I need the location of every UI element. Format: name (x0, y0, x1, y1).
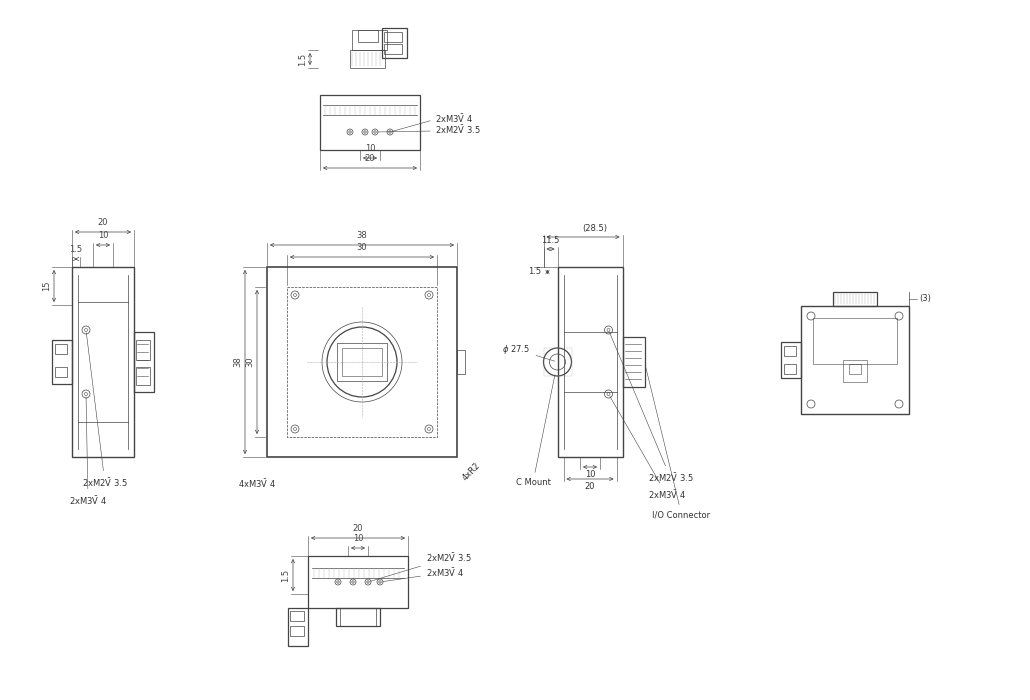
Text: 2xM3$\bar{\mathsf{V}}$ 4: 2xM3$\bar{\mathsf{V}}$ 4 (383, 566, 465, 582)
Text: 2xM2$\bar{\mathsf{V}}$ 3.5: 2xM2$\bar{\mathsf{V}}$ 3.5 (82, 332, 128, 489)
Bar (134, 332, 154, 392)
Bar (352, 30, 387, 50)
Text: I/O Connector: I/O Connector (645, 365, 711, 519)
Bar (358, 30, 378, 42)
Bar (833, 292, 877, 306)
Text: 10: 10 (365, 144, 375, 153)
Bar (622, 337, 645, 387)
Bar (544, 348, 572, 376)
Bar (290, 611, 304, 621)
Text: 38: 38 (233, 356, 242, 368)
Bar (336, 608, 380, 626)
Text: 20: 20 (352, 524, 364, 533)
Bar (337, 343, 387, 381)
Text: 30: 30 (356, 243, 368, 252)
Text: (3): (3) (919, 295, 931, 304)
Text: 10: 10 (352, 534, 364, 543)
Bar (288, 608, 308, 646)
Bar (384, 44, 402, 54)
Text: 20: 20 (98, 218, 108, 227)
Text: $\phi$ 27.5: $\phi$ 27.5 (503, 343, 555, 361)
Text: 2xM2$\bar{\mathsf{V}}$ 3.5: 2xM2$\bar{\mathsf{V}}$ 3.5 (610, 332, 693, 484)
Text: 11.5: 11.5 (542, 236, 559, 245)
Bar (813, 318, 897, 364)
Text: 20: 20 (585, 482, 595, 491)
Text: 4xR2: 4xR2 (461, 461, 482, 482)
Bar (287, 287, 437, 437)
Bar (457, 350, 465, 374)
Bar (136, 340, 150, 360)
Bar (350, 50, 385, 68)
Text: 1.5: 1.5 (528, 267, 541, 276)
Bar (557, 267, 622, 457)
Text: 2xM3$\bar{\mathsf{V}}$ 4: 2xM3$\bar{\mathsf{V}}$ 4 (610, 396, 686, 501)
Text: 38: 38 (356, 231, 368, 240)
Bar (384, 32, 402, 42)
Bar (308, 556, 408, 608)
Bar (55, 344, 67, 354)
Text: 1.5: 1.5 (298, 52, 307, 66)
Text: 2xM2$\bar{\mathsf{V}}$ 3.5: 2xM2$\bar{\mathsf{V}}$ 3.5 (371, 551, 472, 581)
Text: C Mount: C Mount (515, 374, 555, 487)
Bar (784, 364, 796, 374)
Bar (342, 348, 382, 376)
Bar (136, 367, 150, 385)
Text: 1.5: 1.5 (281, 568, 290, 582)
Text: 10: 10 (585, 470, 595, 479)
Text: 15: 15 (42, 281, 52, 291)
Text: 2xM3$\bar{\mathsf{V}}$ 4: 2xM3$\bar{\mathsf{V}}$ 4 (435, 113, 473, 125)
Bar (52, 340, 72, 384)
Bar (290, 626, 304, 636)
Text: 2xM3$\bar{\mathsf{V}}$ 4: 2xM3$\bar{\mathsf{V}}$ 4 (69, 397, 107, 507)
Bar (849, 364, 861, 374)
Bar (843, 360, 867, 382)
Bar (320, 95, 420, 150)
Text: (28.5): (28.5) (583, 224, 608, 233)
Text: 30: 30 (245, 357, 254, 368)
Bar (72, 267, 134, 457)
Bar (267, 267, 457, 457)
Bar (781, 342, 801, 378)
Text: 4xM3$\bar{\mathsf{V}}$ 4: 4xM3$\bar{\mathsf{V}}$ 4 (238, 477, 276, 490)
Bar (55, 367, 67, 377)
Text: 1.5: 1.5 (69, 245, 82, 254)
Bar (801, 306, 909, 414)
Text: 20: 20 (365, 154, 375, 163)
Bar (382, 28, 407, 58)
Text: 10: 10 (98, 231, 108, 240)
Text: 2xM2$\bar{\mathsf{V}}$ 3.5: 2xM2$\bar{\mathsf{V}}$ 3.5 (435, 124, 481, 136)
Bar (784, 346, 796, 356)
